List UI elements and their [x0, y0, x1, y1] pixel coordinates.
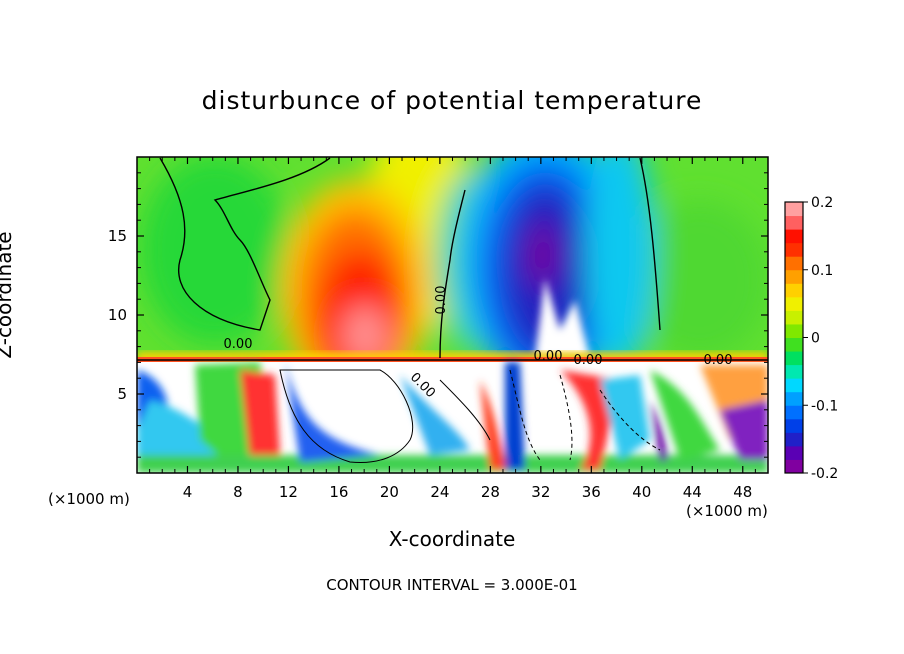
x-axis-unit: (×1000 m)	[686, 502, 768, 520]
colorbar-swatch	[785, 229, 803, 244]
colorbar-swatch	[785, 296, 803, 311]
heatmap-field	[137, 157, 768, 473]
contour-label: 0.00	[534, 349, 563, 364]
x-tick-label: 16	[329, 483, 348, 501]
colorbar-swatch	[785, 323, 803, 338]
colorbar-swatch	[785, 391, 803, 406]
y-axis-label: Z-coordinate	[0, 231, 16, 359]
contour-label: 0.00	[574, 353, 603, 368]
colorbar-swatch	[785, 459, 803, 474]
contour-label: 0.00	[704, 353, 733, 368]
contour-label: 0.00	[224, 337, 253, 352]
y-tick-label: 5	[117, 385, 127, 403]
colorbar-swatch	[785, 351, 803, 366]
colorbar-swatch	[785, 364, 803, 379]
colorbar-swatch	[785, 418, 803, 433]
colorbar: 0.2 0.1 0 -0.1 -0.2	[784, 195, 838, 482]
colorbar-swatch	[785, 283, 803, 298]
x-tick-label: 36	[582, 483, 601, 501]
colorbar-swatch	[785, 405, 803, 420]
y-tick-label: 10	[108, 306, 127, 324]
colorbar-tick-label: 0.2	[811, 195, 833, 211]
colorbar-swatch	[785, 202, 803, 217]
x-tick-label: 40	[632, 483, 651, 501]
colorbar-tick-label: 0.1	[811, 263, 833, 279]
colorbar-swatch	[785, 337, 803, 352]
colorbar-swatch	[785, 256, 803, 271]
colorbar-swatch	[785, 432, 803, 447]
x-tick-label: 4	[183, 483, 193, 501]
contour-label: 0.00	[434, 286, 449, 315]
x-tick-label: 32	[531, 483, 550, 501]
colorbar-swatch	[785, 242, 803, 257]
x-tick-label: 8	[233, 483, 243, 501]
colorbar-swatch	[785, 310, 803, 325]
colorbar-tick-label: 0	[811, 331, 820, 347]
x-tick-label: 44	[683, 483, 702, 501]
chart-title: disturbunce of potential temperature	[201, 86, 703, 115]
x-axis-label: X-coordinate	[388, 527, 516, 551]
x-tick-label: 20	[380, 483, 399, 501]
x-tick-label: 24	[430, 483, 449, 501]
x-tick-label: 48	[733, 483, 752, 501]
y-tick-label: 15	[108, 227, 127, 245]
colorbar-tick-label: -0.1	[811, 398, 838, 414]
contour-interval-note: CONTOUR INTERVAL = 3.000E-01	[326, 576, 578, 594]
y-axis-unit: (×1000 m)	[48, 490, 130, 508]
x-tick-label: 12	[279, 483, 298, 501]
colorbar-swatch	[785, 269, 803, 284]
colorbar-swatch	[785, 378, 803, 393]
colorbar-tick-label: -0.2	[811, 466, 838, 482]
colorbar-swatch	[785, 215, 803, 230]
x-tick-label: 28	[481, 483, 500, 501]
colorbar-swatch	[785, 445, 803, 460]
